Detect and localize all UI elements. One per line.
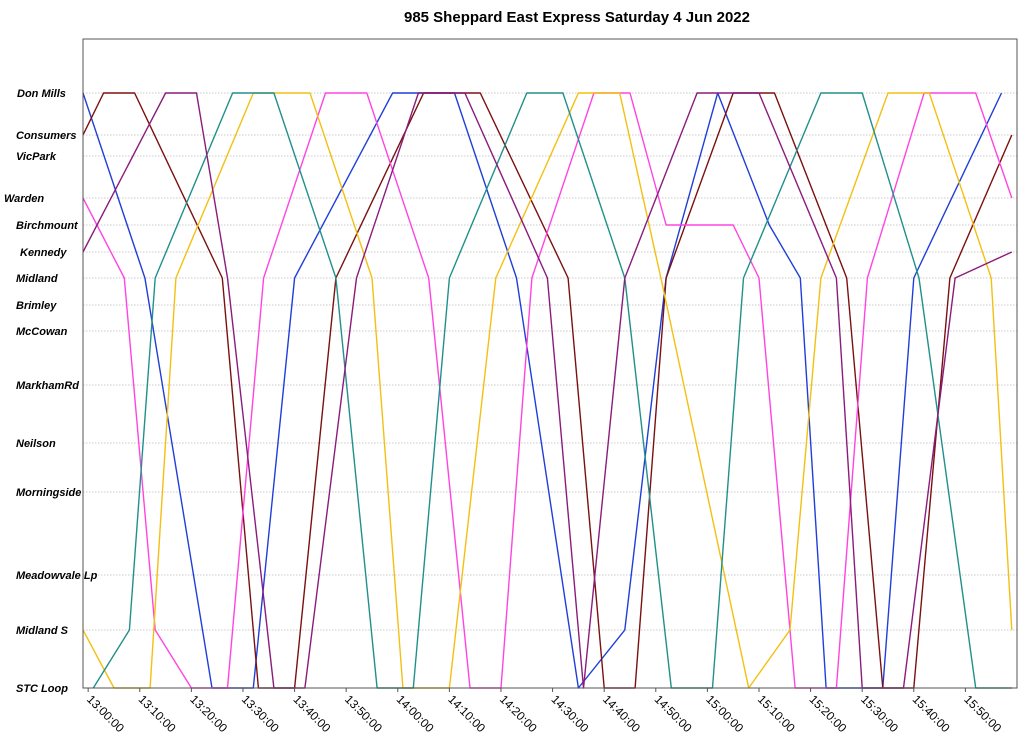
stop-label: Kennedy: [20, 247, 67, 259]
trip-lines: [82, 92, 1013, 689]
stop-labels: Don Mills Consumers VicPark Warden Birchmoun…: [4, 88, 98, 695]
x-tick-label: 15:30:00: [858, 692, 901, 735]
x-tick-label: 13:40:00: [290, 692, 333, 735]
stop-label: STC Loop: [16, 683, 68, 695]
stop-label: Midland S: [16, 625, 69, 637]
stop-label: MarkhamRd: [16, 380, 79, 392]
vehicle-trip-line: [82, 92, 1013, 689]
x-tick-label: 13:50:00: [342, 692, 385, 735]
stop-label: Warden: [4, 193, 44, 205]
x-tick-label: 14:10:00: [445, 692, 488, 735]
vehicle-trip-line: [82, 92, 1013, 689]
vehicle-trip-line: [82, 92, 1013, 689]
stop-label: Birchmount: [16, 220, 79, 232]
stop-label: Neilson: [16, 438, 56, 450]
x-tick-label: 15:10:00: [755, 692, 798, 735]
stop-label: Morningside: [16, 487, 81, 499]
x-tick-label: 15:00:00: [703, 692, 746, 735]
x-tick-label: 15:50:00: [961, 692, 1004, 735]
x-tick-label: 14:30:00: [548, 692, 591, 735]
stop-label: Meadowvale Lp: [16, 570, 98, 582]
x-tick-label: 13:10:00: [136, 692, 179, 735]
plot-frame: [82, 38, 1018, 689]
vehicle-trip-line: [82, 92, 1003, 689]
grid-lines: [83, 92, 1017, 631]
stop-label: Consumers: [16, 130, 77, 142]
x-tick-label: 15:20:00: [806, 692, 849, 735]
vehicle-trip-line: [82, 92, 1013, 689]
x-tick-label: 13:30:00: [239, 692, 282, 735]
chart-title: 985 Sheppard East Express Saturday 4 Jun…: [404, 9, 750, 26]
stop-label: McCowan: [16, 326, 68, 338]
stop-label: VicPark: [16, 151, 57, 163]
stop-label: Don Mills: [17, 88, 66, 100]
x-tick-label: 14:00:00: [394, 692, 437, 735]
x-tick-label: 14:20:00: [497, 692, 540, 735]
stop-label: Midland: [16, 273, 58, 285]
stop-label: Brimley: [16, 300, 57, 312]
x-tick-label: 14:50:00: [652, 692, 695, 735]
x-tick-label: 13:20:00: [187, 692, 230, 735]
time-axis-ticks: 13:00:00 13:10:00 13:20:00 13:30:00 13:40:00…: [84, 688, 1004, 735]
x-tick-label: 14:40:00: [600, 692, 643, 735]
x-tick-label: 15:40:00: [910, 692, 953, 735]
x-tick-label: 13:00:00: [84, 692, 127, 735]
vehicle-trip-line: [92, 92, 1012, 689]
